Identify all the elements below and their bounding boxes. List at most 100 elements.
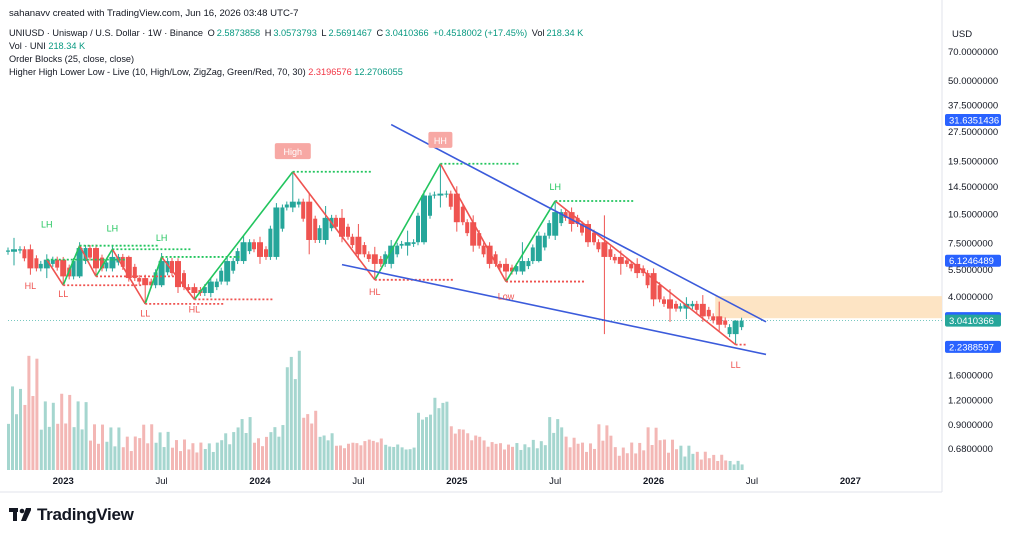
volume-bar <box>687 445 691 470</box>
volume-bar <box>277 436 281 470</box>
candle-body <box>694 303 699 310</box>
price-tag-label: 6.1246489 <box>949 256 994 267</box>
candle-body <box>43 259 50 269</box>
price-tag <box>945 314 1001 327</box>
volume-bar <box>244 432 248 470</box>
volume-bar <box>486 446 490 470</box>
price-tick-label: 37.5000000 <box>948 100 998 111</box>
volume-bar <box>166 431 170 470</box>
candle-body <box>268 228 273 257</box>
candle-body <box>149 281 154 286</box>
swing-label: LL <box>731 360 741 370</box>
volume-bar <box>494 443 498 470</box>
price-tag-label: 2.2388597 <box>949 342 994 353</box>
candle-body <box>158 261 165 286</box>
candle-body <box>38 263 43 269</box>
volume-bar <box>72 427 76 470</box>
volume-bar <box>306 414 310 470</box>
candle-body <box>22 249 27 259</box>
volume-bar <box>503 449 506 470</box>
volume-bar <box>593 448 596 470</box>
volume-indicator-label[interactable]: Vol · UNI <box>9 41 46 51</box>
candle-body <box>559 212 564 224</box>
volume-bar <box>39 429 43 470</box>
candle-body <box>306 201 313 240</box>
candle-body <box>723 320 728 325</box>
candle-body <box>214 281 219 288</box>
candle-body <box>231 261 236 271</box>
volume-bar <box>7 423 10 470</box>
volume-bar <box>400 447 404 470</box>
volume-bar <box>642 450 646 470</box>
candle-body <box>289 201 296 208</box>
hhll-indicator-label[interactable]: Higher High Lower Low - Live (10, High/L… <box>9 67 306 77</box>
candle-body <box>264 249 268 257</box>
volume-bar <box>511 446 514 470</box>
creator-line: sahanavv created with TradingView.com, J… <box>9 8 299 19</box>
trend-line[interactable] <box>341 263 767 356</box>
candle-body <box>563 212 568 218</box>
price-axis[interactable]: 70.0000000 50.0000000 37.5000000 27.5000000… <box>948 47 998 455</box>
volume-bar <box>330 433 334 470</box>
price-tick-label: 0.6800000 <box>948 444 993 455</box>
volume-bar <box>453 433 457 470</box>
volume-bar <box>384 444 388 470</box>
volume-bar <box>261 446 264 470</box>
candle-body <box>125 256 132 279</box>
trend-line[interactable] <box>390 123 767 323</box>
candle-body <box>498 263 502 268</box>
volume-bar <box>457 429 461 470</box>
time-tick-label: 2025 <box>446 476 468 487</box>
volume-bar <box>449 426 453 470</box>
volume-bar <box>355 443 359 470</box>
order-blocks-label[interactable]: Order Blocks (25, close, close) <box>9 54 135 64</box>
candle-body <box>503 263 509 272</box>
candle-body <box>477 233 482 246</box>
candle-body <box>470 222 477 246</box>
low-label: L <box>321 28 327 38</box>
price-tag <box>945 254 1001 267</box>
volume-bar <box>478 436 482 470</box>
volume-bar <box>412 447 416 470</box>
volume-bar <box>253 442 256 470</box>
volume-bar <box>15 414 18 470</box>
volume-bar <box>211 451 215 470</box>
candle-body <box>674 303 678 309</box>
change-value: +0.4518002 (+17.45%) <box>433 28 528 38</box>
volume-bar <box>560 427 564 470</box>
candle-body <box>224 261 231 282</box>
symbol-title[interactable]: UNIUSD · Uniswap / U.S. Dollar · 1W · Bi… <box>9 28 204 38</box>
time-axis[interactable]: 2023 Jul 2024 Jul 2025 Jul 2026 Jul 2027 <box>53 476 861 487</box>
volume-bar <box>191 443 195 470</box>
candle-body <box>437 193 444 196</box>
trend-lines <box>341 123 767 356</box>
candle-body <box>732 320 739 335</box>
zigzag-segment <box>374 163 442 281</box>
volume-bar <box>51 402 55 470</box>
currency-unit[interactable]: USD <box>952 29 973 40</box>
candle-body <box>100 257 104 269</box>
candle-body <box>547 223 552 236</box>
volume-bar <box>125 436 129 470</box>
time-tick-label: 2027 <box>840 476 861 487</box>
candle-body <box>481 245 486 255</box>
volume-bar <box>310 423 314 470</box>
candle-body <box>617 256 624 264</box>
volume-bar <box>470 440 474 470</box>
candle-body <box>432 194 437 196</box>
time-tick-label: 2026 <box>643 476 664 487</box>
tradingview-logo[interactable]: TradingView <box>9 505 134 525</box>
volume-bar <box>499 443 502 470</box>
candle-body <box>273 207 280 257</box>
low-value: 2.5691467 <box>328 28 372 38</box>
volume-bar <box>667 452 670 470</box>
volume-bar <box>552 432 556 470</box>
volume-bar <box>56 423 60 470</box>
candle-body <box>27 249 34 269</box>
volume-bar <box>421 419 424 470</box>
volume-bar <box>716 461 720 470</box>
zigzag-segment <box>78 245 97 277</box>
volume-bar <box>129 451 133 470</box>
volume-bar <box>367 439 371 470</box>
